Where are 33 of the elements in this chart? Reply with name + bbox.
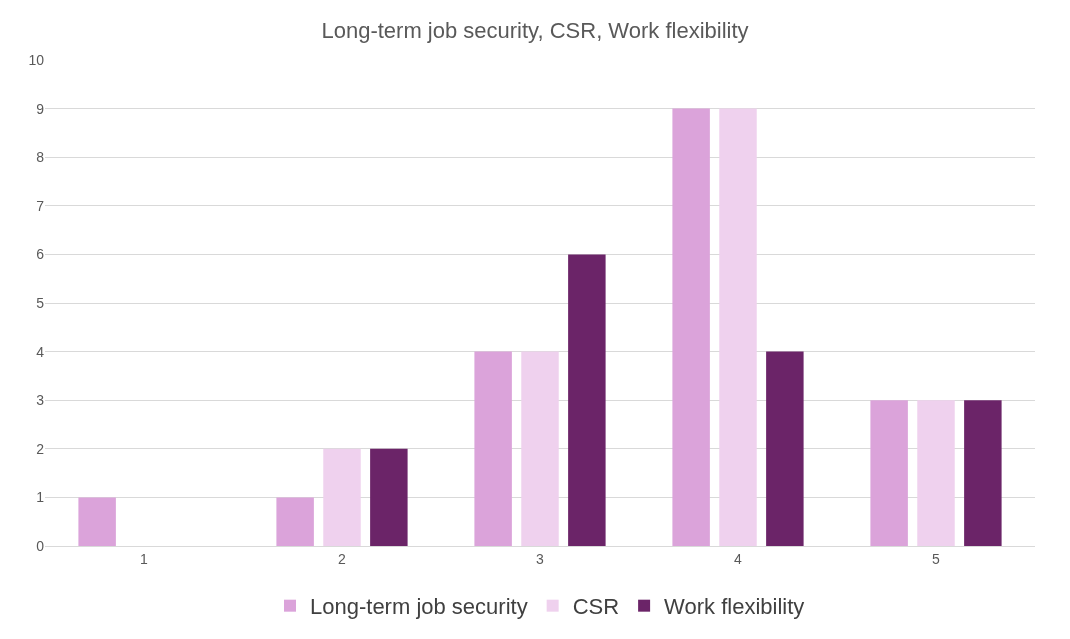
y-tick-label: 8 bbox=[36, 149, 45, 166]
bar bbox=[323, 448, 361, 546]
bar bbox=[78, 497, 116, 546]
y-tick-label: 3 bbox=[36, 392, 45, 409]
x-tick-label: 1 bbox=[140, 550, 149, 567]
bar bbox=[719, 108, 757, 546]
x-tick-label: 2 bbox=[338, 550, 347, 567]
legend-label: Work flexibility bbox=[664, 594, 805, 620]
y-tick-label: 4 bbox=[36, 343, 45, 360]
y-tick-label: 9 bbox=[36, 100, 45, 117]
x-tick-label: 5 bbox=[932, 550, 941, 567]
chart-title: Long-term job security, CSR, Work flexibility bbox=[321, 17, 749, 43]
legend-label: Long-term job security bbox=[310, 594, 528, 620]
bar bbox=[766, 351, 804, 546]
y-tick-label: 0 bbox=[36, 537, 45, 554]
x-tick-label: 4 bbox=[734, 550, 743, 567]
x-tick-label: 3 bbox=[536, 550, 545, 567]
bar bbox=[276, 497, 314, 546]
bar bbox=[870, 400, 908, 546]
bar bbox=[672, 108, 710, 546]
legend-label: CSR bbox=[572, 594, 620, 620]
y-tick-label: 6 bbox=[36, 246, 45, 263]
bar bbox=[568, 254, 606, 546]
bar bbox=[917, 400, 955, 546]
bar bbox=[521, 351, 559, 546]
y-tick-label: 5 bbox=[36, 294, 45, 311]
bar bbox=[964, 400, 1002, 546]
y-tick-label: 7 bbox=[36, 197, 45, 214]
y-tick-label: 10 bbox=[28, 51, 45, 68]
y-tick-label: 2 bbox=[36, 440, 45, 457]
y-tick-label: 1 bbox=[36, 489, 45, 506]
bar bbox=[474, 351, 512, 546]
bar bbox=[370, 448, 408, 546]
